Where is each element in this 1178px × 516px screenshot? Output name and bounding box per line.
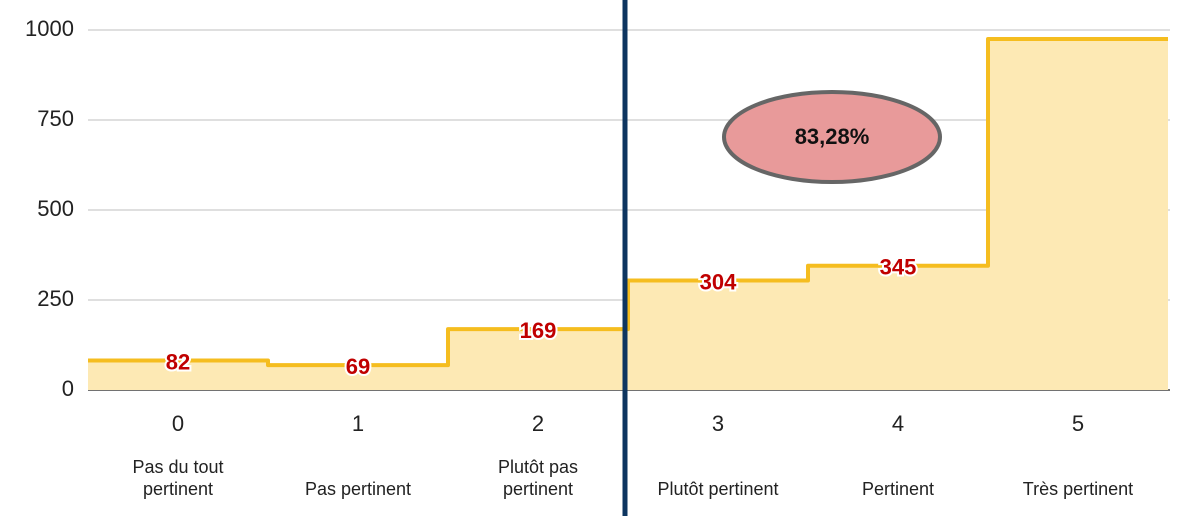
x-tick-label: 3 (712, 411, 724, 436)
y-tick-label: 1000 (25, 16, 74, 41)
y-tick-label: 0 (62, 376, 74, 401)
category-description: Pas pertinent (304, 479, 412, 499)
data-label: 304 (700, 269, 737, 294)
step-area (88, 39, 1168, 390)
x-tick-label: 0 (172, 411, 184, 436)
data-label: 82 (166, 349, 190, 374)
annotation-text: 83,28% (795, 124, 870, 149)
y-tick-label: 500 (37, 196, 74, 221)
data-label: 69 (346, 354, 370, 379)
x-tick-label: 5 (1072, 411, 1084, 436)
category-description: Plutôt pertinent (657, 479, 779, 499)
category-description: Plutôt pas pertinent (497, 457, 579, 499)
x-tick-label: 4 (892, 411, 904, 436)
x-tick-label: 2 (532, 411, 544, 436)
category-description: Très pertinent (1022, 479, 1134, 499)
x-tick-label: 1 (352, 411, 364, 436)
data-label: 169 (520, 318, 557, 343)
annotation-bubble (722, 90, 942, 184)
category-description: Pertinent (861, 479, 935, 499)
y-tick-label: 250 (37, 286, 74, 311)
category-description: Pas du tout pertinent (132, 457, 224, 499)
y-tick-label: 750 (37, 106, 74, 131)
data-label: 345 (880, 255, 917, 280)
step-line (88, 37, 1168, 368)
